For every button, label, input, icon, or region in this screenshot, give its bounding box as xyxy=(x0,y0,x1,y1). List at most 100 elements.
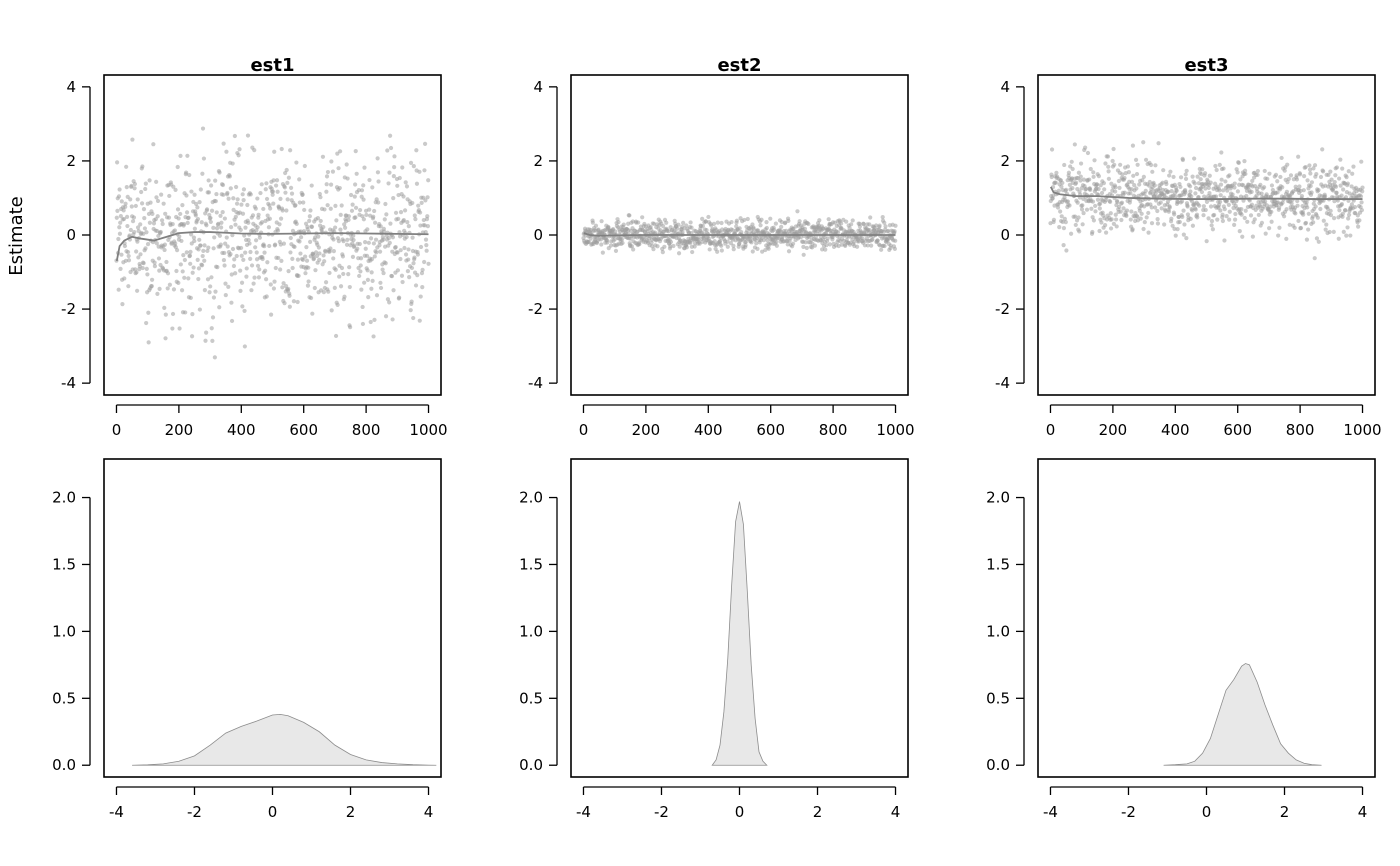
data-point xyxy=(221,141,226,146)
data-point xyxy=(309,183,314,188)
data-point xyxy=(336,238,341,244)
data-point xyxy=(173,241,178,246)
plot-frame xyxy=(103,458,442,778)
running-mean-line xyxy=(115,231,429,262)
data-point xyxy=(217,233,222,238)
points-est1 xyxy=(114,126,431,360)
data-point xyxy=(278,216,284,221)
data-point xyxy=(1093,203,1098,209)
data-point xyxy=(779,224,784,229)
data-point xyxy=(1237,228,1242,234)
data-point xyxy=(1091,218,1096,223)
data-point xyxy=(751,226,756,231)
data-point xyxy=(1167,205,1172,210)
data-point xyxy=(209,183,214,188)
data-point xyxy=(240,192,245,197)
data-point xyxy=(655,244,660,249)
data-point xyxy=(1114,224,1119,229)
data-point xyxy=(124,185,129,190)
data-point xyxy=(359,188,365,193)
data-point xyxy=(737,241,742,246)
data-point xyxy=(1262,185,1267,190)
data-point xyxy=(160,221,165,227)
density-area xyxy=(711,501,768,766)
data-point xyxy=(278,267,283,272)
data-point xyxy=(371,334,376,339)
data-point xyxy=(1076,215,1081,220)
y-axis: 0.0 0.5 1.0 1.5 2.0 xyxy=(519,489,558,774)
data-point xyxy=(222,263,227,268)
panel-6: 0.0 0.5 1.0 1.5 2.0 -4 -2 0 2 4 xyxy=(986,458,1376,821)
data-point xyxy=(1090,199,1096,204)
data-point xyxy=(406,257,411,262)
data-point xyxy=(158,229,163,235)
data-point xyxy=(771,227,777,232)
data-point xyxy=(271,178,276,183)
data-point xyxy=(321,224,326,230)
data-point xyxy=(126,284,131,289)
data-point xyxy=(352,194,357,199)
data-point xyxy=(745,216,750,222)
data-point xyxy=(1171,174,1176,180)
data-point xyxy=(1340,166,1345,171)
data-point xyxy=(1346,212,1352,218)
data-point xyxy=(189,334,195,339)
data-point xyxy=(1112,162,1117,167)
data-point xyxy=(233,222,238,227)
data-point xyxy=(1222,207,1227,212)
data-point xyxy=(118,266,123,271)
data-point xyxy=(1356,224,1361,229)
x-tick-label: -4 xyxy=(109,803,124,821)
data-point xyxy=(1232,222,1237,228)
data-point xyxy=(358,269,363,274)
data-point xyxy=(154,179,159,184)
data-point xyxy=(191,265,196,270)
data-point xyxy=(1358,194,1364,199)
data-point xyxy=(1314,236,1320,241)
data-point xyxy=(239,253,244,258)
data-point xyxy=(730,228,735,233)
data-point xyxy=(801,244,806,249)
data-point xyxy=(229,272,234,277)
data-point xyxy=(728,241,734,246)
plot-frame xyxy=(570,74,909,396)
data-point xyxy=(369,257,375,262)
data-point xyxy=(1073,222,1078,228)
data-point xyxy=(213,178,218,183)
data-point xyxy=(712,239,717,244)
data-point xyxy=(1168,169,1173,174)
data-point xyxy=(177,326,182,331)
data-point xyxy=(867,222,872,227)
data-point xyxy=(239,245,244,251)
data-point xyxy=(178,153,183,158)
data-point xyxy=(1267,171,1272,176)
data-point xyxy=(1334,190,1339,195)
data-point xyxy=(684,223,689,228)
data-point xyxy=(1149,221,1155,226)
data-point xyxy=(303,271,308,276)
data-point xyxy=(1195,215,1200,220)
data-point xyxy=(353,205,359,210)
data-point xyxy=(268,282,273,287)
data-point xyxy=(1132,183,1137,188)
data-point xyxy=(163,336,168,341)
data-point xyxy=(388,145,394,151)
data-point xyxy=(211,295,217,300)
data-point xyxy=(144,266,149,271)
x-tick-label: 600 xyxy=(1223,421,1252,439)
data-point xyxy=(328,246,333,251)
data-point xyxy=(336,166,341,171)
data-point xyxy=(313,268,318,273)
x-tick-label: 2 xyxy=(1280,803,1290,821)
data-point xyxy=(271,201,276,206)
data-point xyxy=(254,238,259,243)
data-point xyxy=(806,221,811,227)
data-point xyxy=(116,287,121,292)
data-point xyxy=(302,207,307,213)
data-point xyxy=(718,230,723,235)
data-point xyxy=(719,243,724,248)
data-point xyxy=(1141,174,1146,179)
data-point xyxy=(196,276,201,282)
y-tick-label: -2 xyxy=(61,300,76,318)
